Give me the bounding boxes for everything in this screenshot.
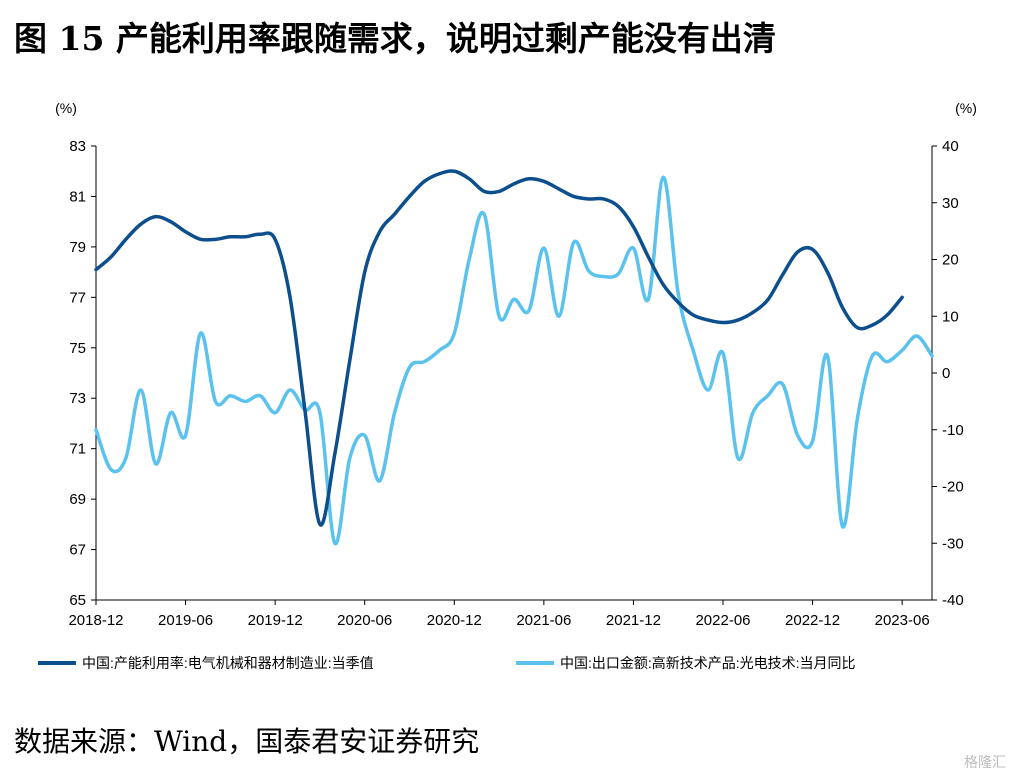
x-tick-label: 2022-06: [695, 612, 750, 629]
series-line-1: [94, 169, 904, 527]
x-tick-label: 2018-12: [68, 612, 123, 629]
right-tick-label: 40: [942, 138, 959, 155]
chart-canvas: (%) (%) 83 81 79 77 75 73 71 69 67 65 40 30 20 10 0 -10…: [38, 100, 977, 671]
axes: 83 81 79 77 75 73 71 69 67 65 40 30 20 10 0 -10 -20 -30 -4…: [68, 138, 963, 629]
left-axis-unit: (%): [55, 100, 77, 116]
left-tick-label: 73: [69, 390, 86, 407]
right-tick-label: 0: [942, 365, 950, 382]
series-lines: [94, 169, 934, 546]
right-tick-label: 10: [942, 308, 959, 325]
legend-label-series-2: 中国:出口金额:高新技术产品:光电技术:当月同比: [560, 655, 856, 671]
right-tick-label: -20: [942, 479, 964, 496]
x-tick-label: 2020-06: [337, 612, 392, 629]
x-tick-label: 2022-12: [785, 612, 840, 629]
right-axis-unit: (%): [955, 100, 977, 116]
left-tick-label: 77: [69, 289, 86, 306]
left-tick-label: 79: [69, 239, 86, 256]
right-tick-label: -40: [942, 592, 964, 609]
right-tick-label: 20: [942, 252, 959, 269]
x-tick-label: 2019-12: [248, 612, 303, 629]
x-tick-label: 2020-12: [427, 612, 482, 629]
source-note: 数据来源：Wind，国泰君安证券研究: [14, 725, 480, 758]
legend-label-series-1: 中国:产能利用率:电气机械和器材制造业:当季值: [82, 655, 374, 671]
x-tick-label: 2021-12: [606, 612, 661, 629]
left-tick-label: 75: [69, 340, 86, 357]
left-tick-label: 67: [69, 542, 86, 559]
watermark: 格隆汇: [964, 755, 1006, 771]
left-tick-label: 65: [69, 592, 86, 609]
x-tick-label: 2021-06: [516, 612, 571, 629]
right-tick-label: 30: [942, 195, 959, 212]
chart-title: 图 15 产能利用率跟随需求，说明过剩产能没有出清: [14, 19, 776, 58]
x-tick-label: 2023-06: [875, 612, 930, 629]
legend: 中国:产能利用率:电气机械和器材制造业:当季值 中国:出口金额:高新技术产品:光…: [38, 655, 856, 671]
x-tick-label: 2019-06: [158, 612, 213, 629]
left-tick-label: 81: [69, 188, 86, 205]
left-tick-label: 83: [69, 138, 86, 155]
series-line-2: [94, 175, 934, 546]
left-tick-label: 69: [69, 491, 86, 508]
right-tick-label: -30: [942, 535, 964, 552]
left-tick-label: 71: [69, 441, 86, 458]
right-tick-label: -10: [942, 422, 964, 439]
